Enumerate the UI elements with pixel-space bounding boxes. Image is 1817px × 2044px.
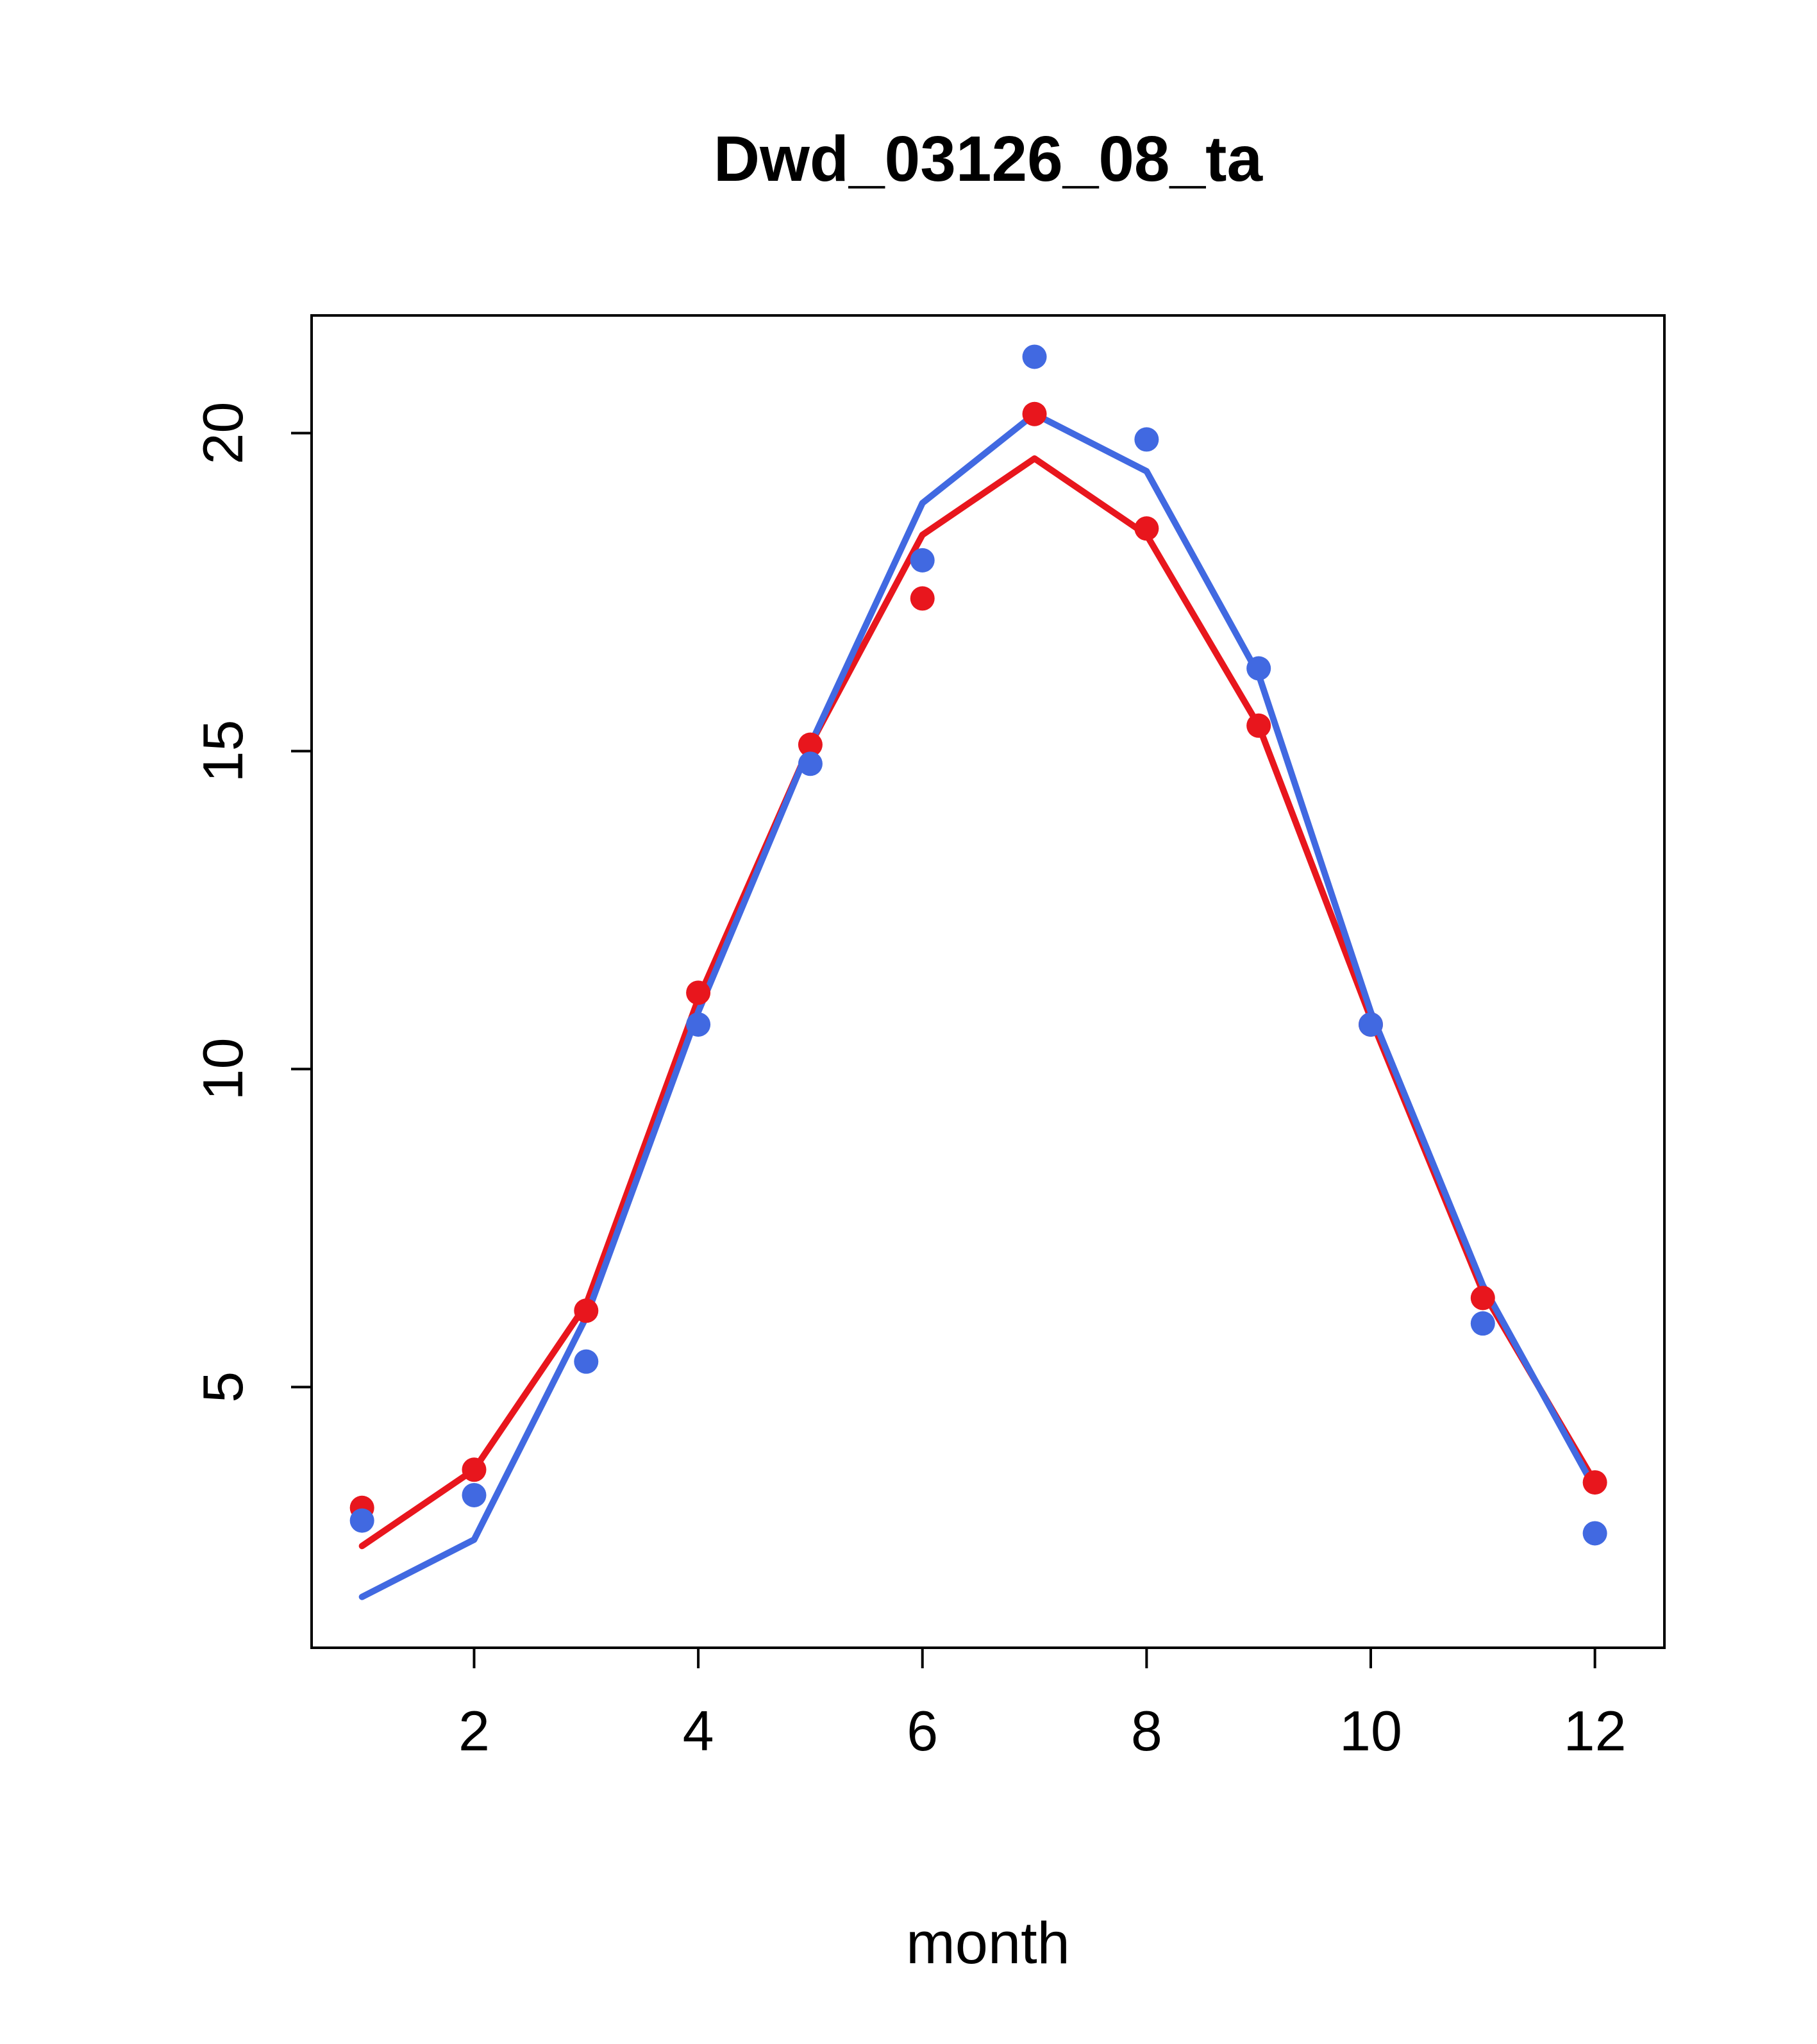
red-point-month-3 [574,1298,599,1323]
y-tick-label: 10 [191,1037,255,1100]
red-point-month-7 [1022,401,1047,426]
red-point-month-2 [462,1457,487,1482]
blue-point-month-5 [798,751,823,776]
red-point-month-12 [1582,1470,1607,1495]
x-axis-label: month [906,1911,1070,1976]
blue-point-month-4 [686,1012,711,1037]
blue-point-month-12 [1582,1521,1607,1546]
blue-point-month-2 [462,1482,487,1507]
red-line [358,455,1598,1550]
blue-point-month-6 [910,548,935,573]
blue-point-month-1 [349,1508,374,1533]
blue-point-month-9 [1246,656,1271,681]
x-tick-label: 10 [1339,1699,1402,1763]
x-tick-label: 6 [907,1699,938,1763]
y-tick-label: 20 [191,402,255,465]
red-point-month-8 [1134,516,1159,541]
plot-layer: 2 4 6 8 10 12 5 10 15 20 [191,314,1666,1763]
blue-point-month-3 [574,1349,599,1374]
red-point-month-9 [1246,713,1271,738]
x-tick-label: 2 [458,1699,490,1763]
y-tick-label: 5 [191,1371,255,1403]
blue-point-month-11 [1470,1311,1495,1336]
red-point-month-5 [798,732,823,757]
x-tick-label: 8 [1131,1699,1162,1763]
blue-line [358,410,1598,1600]
blue-point-month-8 [1134,427,1159,452]
y-tick-label: 15 [191,719,255,782]
x-tick-label: 4 [683,1699,714,1763]
chart-title: Dwd_03126_08_ta [714,123,1264,195]
red-point-month-11 [1470,1286,1495,1311]
blue-point-month-7 [1022,344,1047,369]
red-point-month-6 [910,586,935,611]
blue-point-month-10 [1358,1012,1383,1037]
red-point-month-4 [686,980,711,1005]
plot-box [310,314,1666,1649]
x-tick-label: 12 [1564,1699,1627,1763]
